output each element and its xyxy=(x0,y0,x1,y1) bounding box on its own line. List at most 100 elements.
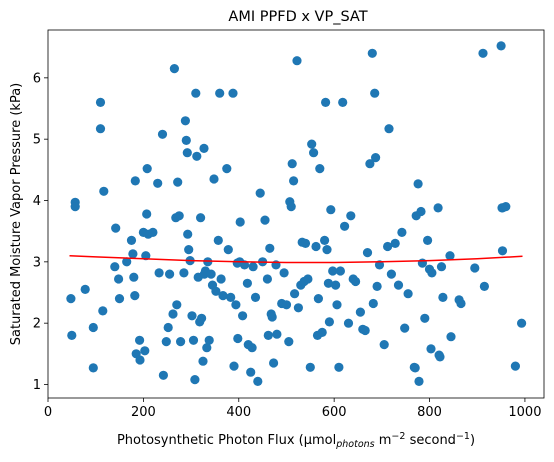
data-point xyxy=(478,48,488,58)
data-point xyxy=(199,143,209,153)
chart-title: AMI PPFD x VP_SAT xyxy=(228,9,367,25)
data-point xyxy=(99,186,109,196)
data-point xyxy=(367,48,377,58)
data-point xyxy=(265,243,275,253)
data-point xyxy=(313,294,323,304)
data-point xyxy=(187,311,197,321)
data-point xyxy=(355,307,365,317)
data-point xyxy=(246,367,256,377)
y-axis: 1 2 3 4 5 6 xyxy=(33,71,48,393)
data-point xyxy=(114,294,125,304)
data-point xyxy=(70,202,80,212)
data-point xyxy=(305,362,315,372)
data-point xyxy=(362,248,373,258)
y-tick-label: 1 xyxy=(33,378,41,393)
data-point xyxy=(88,363,98,373)
data-point xyxy=(334,362,344,372)
data-point xyxy=(168,309,178,319)
data-point xyxy=(338,97,348,107)
data-point xyxy=(479,281,489,291)
data-point xyxy=(427,268,437,278)
data-point xyxy=(154,268,164,278)
data-point xyxy=(331,280,341,290)
data-point xyxy=(386,269,396,279)
x-axis-label-prefix: Photosynthetic Photon Flux (μmol xyxy=(117,433,336,448)
data-point xyxy=(456,298,466,309)
data-point xyxy=(191,88,201,98)
data-point xyxy=(446,332,456,342)
data-point xyxy=(183,229,193,239)
data-point xyxy=(343,318,354,328)
data-point xyxy=(250,292,261,302)
data-point xyxy=(188,335,199,345)
data-point xyxy=(128,249,138,259)
data-point xyxy=(142,209,152,219)
data-point xyxy=(157,129,168,139)
data-point xyxy=(324,317,334,327)
data-point xyxy=(122,257,132,267)
data-point xyxy=(204,335,214,345)
data-point xyxy=(360,325,370,336)
data-point xyxy=(218,291,228,301)
data-point xyxy=(372,281,382,291)
data-point xyxy=(281,300,292,310)
data-point xyxy=(269,358,279,368)
data-point xyxy=(368,298,378,309)
data-point xyxy=(135,355,145,365)
data-point xyxy=(129,272,139,282)
data-point xyxy=(390,238,400,248)
x-axis-label: Photosynthetic Photon Flux (μmolphotons … xyxy=(117,431,475,450)
trend-line xyxy=(69,254,523,264)
data-point xyxy=(211,286,221,296)
data-point xyxy=(110,262,120,272)
data-point xyxy=(165,269,175,279)
x-tick-label: 200 xyxy=(131,405,156,420)
data-point xyxy=(130,291,140,301)
data-point xyxy=(383,241,393,252)
data-point xyxy=(88,322,98,333)
x-axis-label-suffix: ) xyxy=(470,433,475,448)
data-point xyxy=(231,300,241,310)
data-point xyxy=(198,356,208,366)
data-point xyxy=(216,274,226,284)
x-axis-label-mid-2: second xyxy=(405,433,456,448)
data-point xyxy=(66,294,76,304)
data-point xyxy=(267,312,277,322)
data-point xyxy=(111,223,121,233)
data-point xyxy=(286,202,296,212)
data-point xyxy=(320,235,330,245)
data-point xyxy=(95,124,106,134)
data-point xyxy=(253,376,263,386)
y-tick-label: 6 xyxy=(33,71,41,86)
data-point xyxy=(263,330,273,340)
data-point xyxy=(400,323,410,333)
data-point xyxy=(403,289,413,299)
data-point xyxy=(196,213,206,223)
data-point xyxy=(197,313,207,323)
data-point xyxy=(213,235,223,245)
data-point xyxy=(135,335,145,345)
data-point xyxy=(180,116,190,126)
data-point xyxy=(248,262,258,272)
data-point xyxy=(317,327,327,337)
x-axis: 0 200 400 600 800 1000 xyxy=(44,398,541,420)
x-tick-label: 600 xyxy=(322,405,347,420)
x-tick-label: 1000 xyxy=(508,405,541,420)
data-point xyxy=(98,306,108,316)
data-point xyxy=(379,340,389,350)
data-point xyxy=(279,268,289,278)
y-tick-label: 4 xyxy=(33,194,41,209)
data-point xyxy=(222,164,232,174)
data-point xyxy=(413,179,423,189)
data-point xyxy=(309,148,319,158)
data-point xyxy=(303,274,313,284)
data-point xyxy=(247,343,257,353)
data-point xyxy=(417,258,427,268)
data-point xyxy=(416,206,426,217)
data-point xyxy=(190,375,200,385)
data-point xyxy=(272,329,282,339)
data-point xyxy=(233,333,243,344)
data-point xyxy=(414,376,424,386)
data-point xyxy=(235,217,245,227)
